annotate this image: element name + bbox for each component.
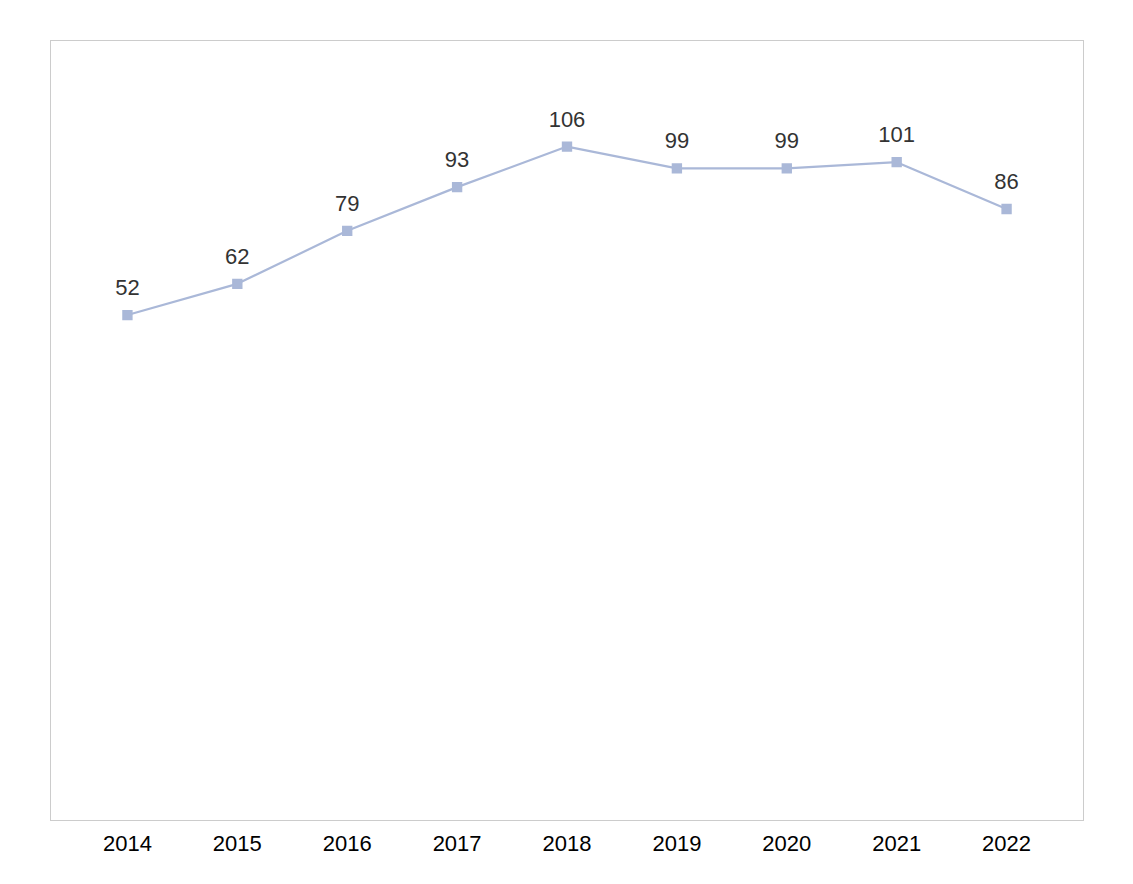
svg-text:2016: 2016	[323, 831, 372, 856]
svg-text:2019: 2019	[652, 831, 701, 856]
svg-text:99: 99	[665, 128, 689, 153]
svg-text:79: 79	[335, 191, 359, 216]
svg-text:86: 86	[994, 169, 1018, 194]
svg-text:2014: 2014	[103, 831, 152, 856]
svg-text:99: 99	[775, 128, 799, 153]
svg-text:93: 93	[445, 147, 469, 172]
svg-text:62: 62	[225, 244, 249, 269]
svg-text:2018: 2018	[543, 831, 592, 856]
svg-text:2015: 2015	[213, 831, 262, 856]
svg-text:52: 52	[115, 275, 139, 300]
svg-text:106: 106	[549, 107, 586, 132]
svg-text:2022: 2022	[982, 831, 1031, 856]
svg-text:2020: 2020	[762, 831, 811, 856]
svg-text:101: 101	[878, 122, 915, 147]
svg-text:2021: 2021	[872, 831, 921, 856]
svg-text:2017: 2017	[433, 831, 482, 856]
